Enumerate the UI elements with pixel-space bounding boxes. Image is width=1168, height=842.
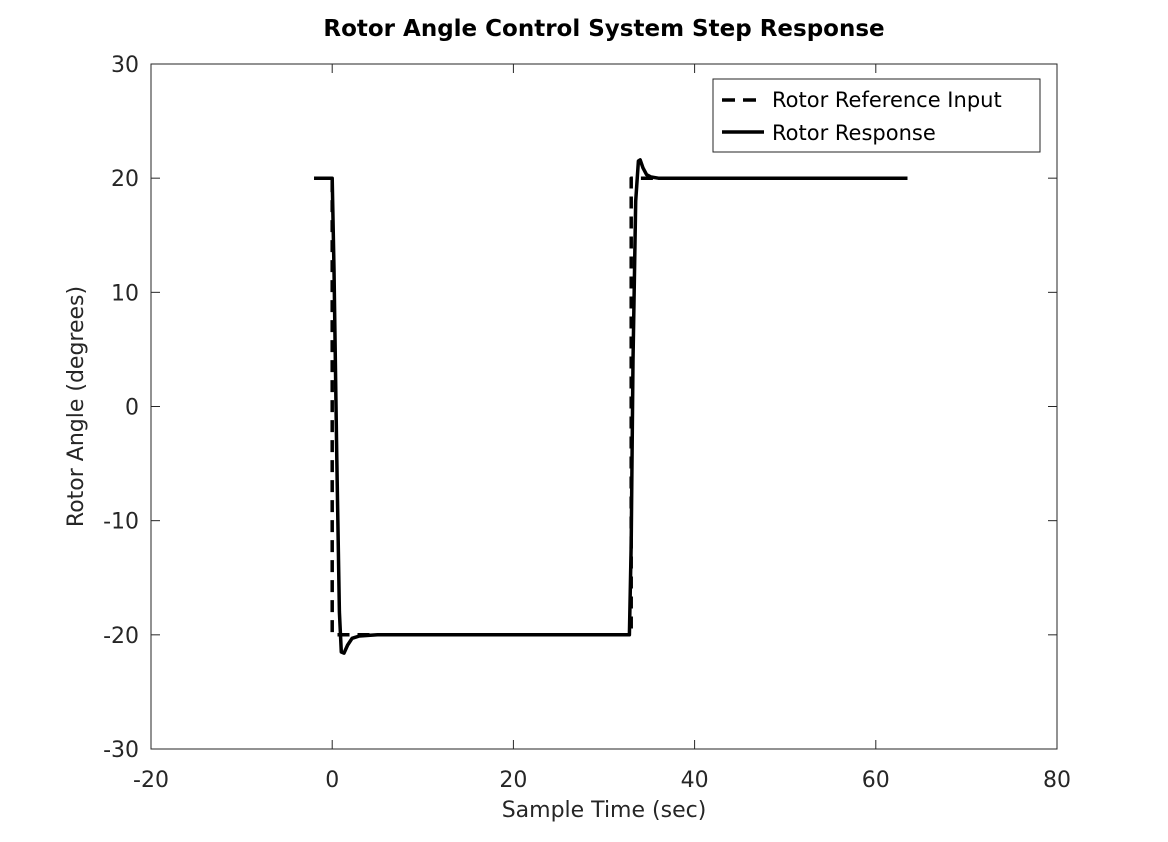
legend: Rotor Reference Input Rotor Response bbox=[712, 78, 1041, 153]
y-tick-label: 30 bbox=[111, 53, 139, 78]
series-layer bbox=[314, 158, 908, 655]
legend-box bbox=[712, 78, 1041, 153]
legend-label-reference: Rotor Reference Input bbox=[772, 88, 1002, 112]
y-tick-label: -20 bbox=[103, 624, 139, 649]
x-tick-label: 0 bbox=[325, 768, 339, 793]
x-tick-label: 40 bbox=[681, 768, 709, 793]
x-tick-label: 80 bbox=[1043, 768, 1071, 793]
x-tick-label: 20 bbox=[499, 768, 527, 793]
y-tick-label: 20 bbox=[111, 167, 139, 192]
axis-ticks: -20 0 20 40 60 80 -30 -20 -10 0 10 20 30 bbox=[103, 53, 1071, 793]
legend-label-response: Rotor Response bbox=[772, 121, 936, 145]
plot-area bbox=[150, 63, 1058, 750]
x-axis-label: Sample Time (sec) bbox=[502, 798, 707, 823]
y-axis-label: Rotor Angle (degrees) bbox=[64, 286, 89, 527]
y-tick-label: 10 bbox=[111, 281, 139, 306]
chart-title: Rotor Angle Control System Step Response bbox=[323, 16, 884, 42]
y-tick-label: -30 bbox=[103, 738, 139, 763]
y-tick-label: -10 bbox=[103, 510, 139, 535]
x-tick-label: 60 bbox=[862, 768, 890, 793]
x-tick-label: -20 bbox=[133, 768, 169, 793]
y-tick-label: 0 bbox=[125, 396, 139, 421]
series-line-rotor-response bbox=[314, 158, 908, 655]
